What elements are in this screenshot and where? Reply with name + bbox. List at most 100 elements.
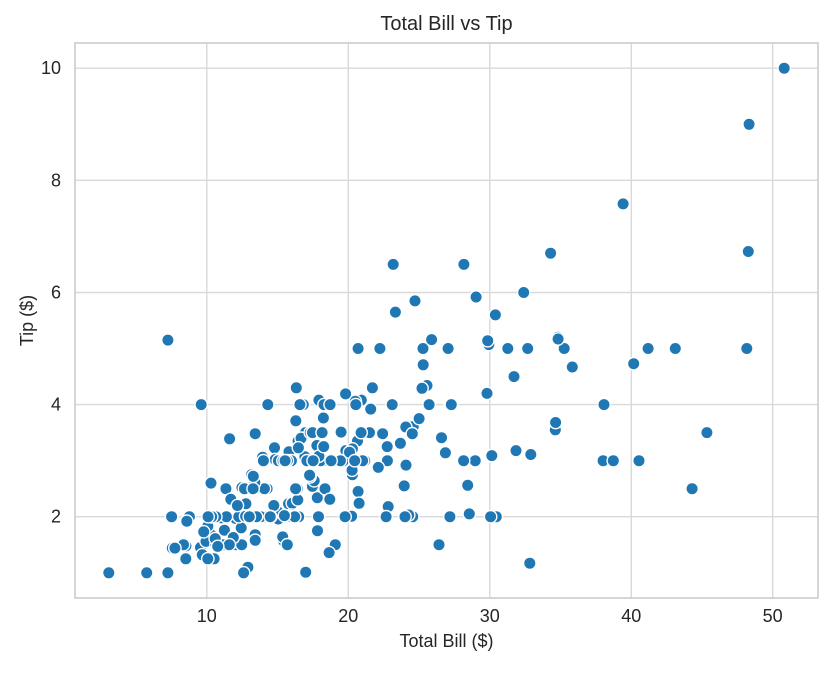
data-point [210, 539, 225, 554]
data-point [444, 397, 459, 412]
data-point [557, 341, 572, 356]
data-point [685, 481, 699, 496]
data-point [668, 341, 683, 356]
data-point [365, 380, 380, 395]
data-point [217, 523, 232, 538]
data-point [310, 523, 325, 538]
data-point [201, 509, 216, 524]
data-point [280, 537, 295, 552]
data-point [204, 476, 218, 490]
data-point [316, 411, 331, 425]
data-point [484, 448, 499, 463]
data-point [324, 453, 338, 468]
data-point [565, 360, 580, 374]
data-point [424, 332, 439, 347]
data-point [260, 397, 275, 412]
y-tick-label: 8 [51, 170, 61, 190]
data-point [386, 257, 401, 272]
data-point [434, 430, 449, 445]
x-tick-label: 30 [480, 606, 500, 626]
data-point [520, 341, 535, 356]
data-point [200, 551, 215, 566]
data-point [405, 426, 420, 441]
data-point [291, 440, 306, 455]
data-point [242, 509, 257, 524]
data-point [456, 257, 471, 272]
data-point [311, 509, 326, 524]
data-point [292, 397, 307, 412]
data-point [351, 484, 365, 499]
data-point [248, 533, 263, 548]
data-point [302, 468, 317, 483]
chart-title: Total Bill vs Tip [380, 13, 512, 35]
data-point [516, 285, 531, 300]
data-point [248, 426, 263, 441]
data-point [338, 509, 352, 524]
data-point [196, 524, 211, 539]
data-point [160, 333, 175, 347]
data-point [393, 436, 408, 451]
data-point [416, 357, 431, 372]
data-point [322, 492, 337, 507]
data-point [522, 556, 537, 571]
data-point [412, 411, 426, 426]
data-point [354, 425, 368, 440]
x-tick-label: 40 [621, 606, 641, 626]
data-point [267, 440, 282, 455]
data-point [432, 537, 446, 552]
data-point [246, 481, 261, 496]
data-point [626, 356, 641, 371]
data-point [632, 453, 646, 468]
x-tick-label: 10 [197, 606, 217, 626]
data-point [509, 443, 523, 458]
data-point [352, 496, 366, 511]
data-point [700, 425, 714, 440]
data-point [230, 498, 245, 513]
data-point [415, 381, 429, 396]
y-axis-label: Tip ($) [17, 295, 37, 346]
data-point [408, 293, 422, 308]
x-tick-label: 20 [338, 606, 358, 626]
data-point [416, 341, 430, 356]
y-tick-label: 6 [51, 283, 61, 303]
data-point [379, 509, 393, 524]
data-point [442, 509, 457, 524]
data-point [438, 445, 453, 460]
data-point [399, 458, 413, 472]
data-point [351, 341, 365, 356]
data-point [322, 545, 336, 560]
data-point [316, 439, 331, 454]
data-point [741, 244, 756, 259]
data-point [222, 431, 237, 446]
y-tick-label: 2 [51, 507, 61, 527]
data-point [777, 61, 792, 76]
data-point [288, 481, 303, 496]
data-point [334, 425, 348, 439]
data-point [597, 397, 611, 412]
data-point [460, 478, 475, 493]
data-point [338, 386, 353, 401]
data-point [606, 453, 621, 468]
data-point [164, 509, 179, 524]
data-point [523, 447, 538, 462]
data-point [101, 565, 116, 580]
data-point [139, 565, 154, 580]
data-point [488, 307, 503, 322]
data-point [306, 453, 320, 468]
data-point [380, 453, 395, 468]
data-point [363, 402, 378, 416]
data-point [397, 478, 412, 493]
data-point [380, 439, 395, 454]
data-point [246, 469, 261, 484]
data-point [388, 305, 403, 319]
data-point [263, 509, 278, 524]
data-point [641, 341, 655, 356]
data-point [543, 246, 558, 261]
data-point [456, 453, 471, 468]
data-point [278, 453, 292, 468]
data-point [288, 413, 303, 428]
data-point [371, 460, 386, 475]
data-point [289, 380, 304, 395]
data-point [277, 508, 292, 523]
data-point [178, 551, 193, 566]
